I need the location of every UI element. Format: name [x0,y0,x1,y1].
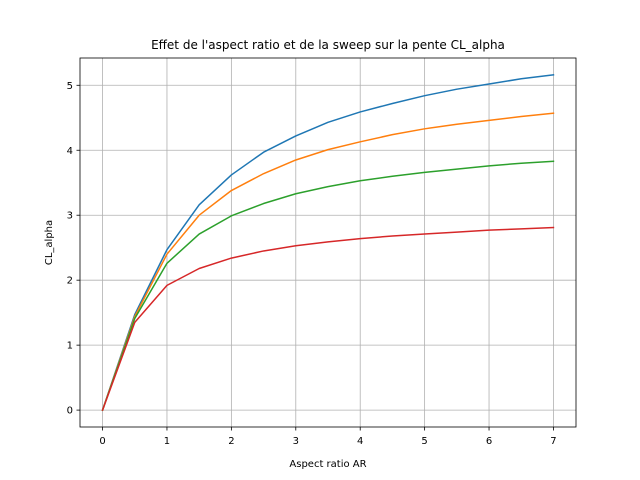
x-axis-ticks: 0 1 2 3 4 5 6 7 [99,427,557,447]
x-tick-label: 7 [550,436,556,447]
y-tick-label: 3 [67,211,73,222]
x-tick-label: 0 [99,436,105,447]
x-tick-label: 3 [293,436,299,447]
series-line-1 [101,74,555,412]
x-axis-label: Aspect ratio AR [289,459,366,470]
y-tick-label: 4 [67,146,73,157]
y-tick-label: 1 [67,341,73,352]
series-group [101,74,555,412]
series-line-3 [101,160,555,412]
x-tick-label: 1 [164,436,170,447]
x-tick-label: 2 [228,436,234,447]
y-tick-label: 5 [67,81,73,92]
y-axis-ticks: 0 1 2 3 4 5 [67,81,80,417]
chart-title: Effet de l'aspect ratio et de la sweep s… [151,38,505,52]
x-tick-label: 4 [357,436,363,447]
x-tick-label: 6 [486,436,492,447]
y-tick-label: 2 [67,276,73,287]
y-axis-label: CL_alpha [44,220,55,265]
series-line-4 [101,226,555,412]
series-line-2 [101,112,555,412]
plot-frame [79,57,577,428]
y-tick-label: 0 [67,406,73,417]
x-tick-label: 5 [421,436,427,447]
